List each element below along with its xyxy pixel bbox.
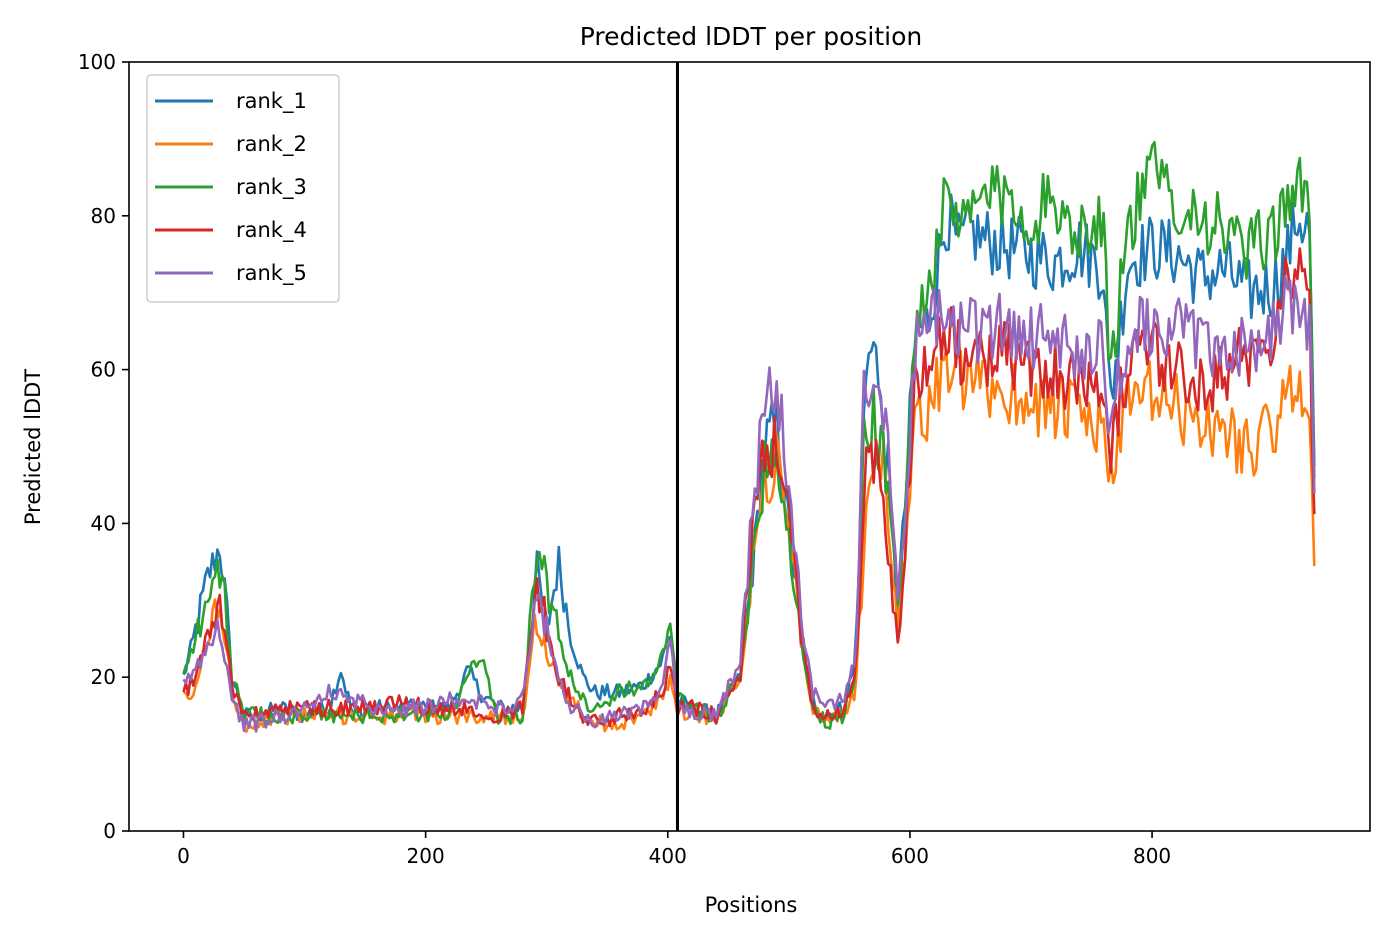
y-tick-label: 0	[103, 819, 116, 843]
x-axis: 0 200 400 600 800	[177, 831, 1171, 868]
legend: rank_1 rank_2 rank_3 rank_4 rank_5	[146, 74, 340, 303]
chart-title: Predicted lDDT per position	[580, 22, 922, 51]
legend-label: rank_2	[236, 132, 307, 157]
x-tick-label: 200	[407, 844, 445, 868]
legend-box	[146, 74, 340, 303]
y-tick-label: 100	[78, 50, 116, 74]
axes-frame	[128, 61, 1371, 832]
series-line-rank-3	[182, 141, 1316, 730]
y-axis-label: Predicted lDDT	[21, 369, 45, 525]
y-axis: 0 20 40 60 80 100	[78, 50, 129, 843]
series-group	[182, 141, 1316, 734]
y-tick-label: 80	[91, 204, 116, 228]
x-tick-label: 600	[891, 844, 929, 868]
y-tick-label: 40	[91, 511, 116, 535]
y-tick-label: 20	[91, 665, 116, 689]
x-tick-label: 400	[649, 844, 687, 868]
legend-label: rank_5	[236, 261, 307, 286]
x-tick-label: 800	[1133, 844, 1171, 868]
x-tick-label: 0	[177, 844, 190, 868]
series-line-rank-5	[182, 274, 1316, 733]
y-tick-label: 60	[91, 358, 116, 382]
legend-label: rank_3	[236, 175, 307, 200]
legend-label: rank_4	[236, 218, 307, 243]
legend-label: rank_1	[236, 89, 307, 114]
x-axis-label: Positions	[705, 893, 798, 917]
